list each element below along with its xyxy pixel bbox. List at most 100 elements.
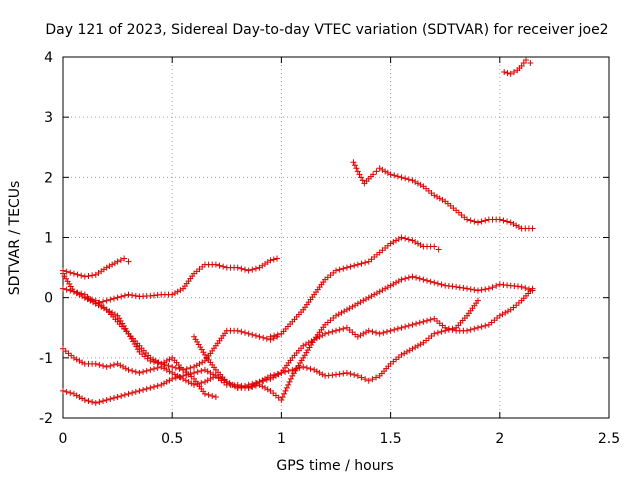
data-point: [518, 63, 525, 70]
data-point: [180, 372, 187, 379]
data-point-fill: [194, 380, 201, 387]
data-point: [507, 70, 514, 77]
data-point: [333, 327, 339, 334]
data-point-fill: [238, 265, 245, 272]
data-point: [92, 360, 99, 367]
data-point-fill: [165, 362, 172, 369]
series-s1: [60, 255, 132, 280]
data-point: [70, 390, 77, 397]
data-point-fill: [111, 260, 118, 267]
data-point-fill: [274, 370, 281, 377]
y-tick-label: -1: [39, 351, 53, 367]
data-point-fill: [74, 271, 81, 278]
data-point-fill: [478, 286, 485, 293]
data-point-fill: [394, 325, 401, 332]
data-point-fill: [163, 378, 170, 385]
data-point: [343, 306, 350, 313]
data-point-fill: [79, 359, 86, 366]
data-point-fill: [282, 387, 289, 394]
data-point-fill: [405, 322, 412, 329]
data-point: [333, 267, 339, 274]
data-point-fill: [96, 398, 103, 405]
data-point: [354, 168, 361, 175]
data-point-fill: [207, 375, 214, 382]
data-point: [201, 390, 208, 397]
data-point: [485, 285, 492, 292]
data-point: [103, 396, 110, 403]
data-point-fill: [373, 290, 380, 297]
data-point: [354, 372, 361, 379]
data-point: [350, 159, 357, 166]
data-point-fill: [427, 316, 434, 323]
data-point-fill: [196, 360, 203, 367]
data-point-fill: [515, 223, 522, 230]
data-point: [212, 393, 219, 400]
data-point: [234, 327, 241, 334]
data-point: [409, 321, 416, 328]
data-point: [527, 60, 534, 67]
data-point-fill: [204, 368, 211, 375]
data-point-fill: [402, 175, 409, 182]
data-point-fill: [166, 377, 173, 384]
data-point-fill: [132, 292, 139, 299]
data-point: [81, 294, 88, 301]
data-point: [125, 366, 132, 373]
data-point: [201, 378, 208, 385]
data-point-fill: [391, 326, 398, 333]
data-point: [409, 273, 416, 280]
series-s8: [267, 234, 442, 340]
data-point-fill: [198, 379, 205, 386]
data-point-fill: [478, 218, 485, 225]
data-point-fill: [63, 388, 70, 395]
data-point-fill: [252, 332, 259, 339]
data-point-fill: [319, 371, 326, 378]
data-point-fill: [107, 296, 114, 303]
y-tick-label: 3: [44, 110, 53, 126]
data-point-fill: [281, 390, 288, 397]
data-point-fill: [417, 341, 424, 348]
series-s3: [60, 270, 219, 400]
data-point: [370, 171, 377, 178]
data-point: [201, 366, 208, 373]
data-point: [529, 287, 536, 294]
data-point: [507, 219, 514, 226]
data-point-fill: [172, 364, 179, 371]
data-point-fill: [414, 240, 421, 247]
y-tick-label: 0: [44, 291, 53, 307]
data-point: [387, 171, 394, 178]
data-point-fill: [460, 285, 467, 292]
data-point: [60, 387, 66, 394]
data-point-fill: [413, 274, 420, 281]
data-point-fill: [384, 169, 391, 176]
data-point: [376, 330, 383, 337]
data-point: [114, 258, 121, 265]
data-point-fill: [155, 359, 162, 366]
x-axis-label: GPS time / hours: [276, 458, 393, 474]
data-point: [191, 369, 198, 376]
data-point-fill: [358, 174, 365, 181]
data-point-fill: [499, 311, 506, 318]
data-point: [212, 261, 219, 268]
data-point-fill: [449, 326, 456, 333]
data-point-fill: [76, 393, 83, 400]
data-point: [267, 372, 274, 379]
data-point-fill: [67, 389, 74, 396]
data-point-fill: [199, 359, 206, 366]
data-point-fill: [347, 263, 354, 270]
data-point-fill: [351, 262, 358, 269]
data-point-fill: [132, 388, 139, 395]
data-point-fill: [402, 275, 409, 282]
data-point-fill: [402, 323, 409, 330]
data-point-fill: [67, 269, 74, 276]
series-s2: [60, 255, 281, 307]
data-point-fill: [313, 335, 320, 342]
data-point-fill: [368, 293, 375, 300]
data-point-fill: [249, 383, 256, 390]
data-point-fill: [438, 281, 445, 288]
data-point: [474, 219, 481, 226]
data-point-fill: [238, 328, 245, 335]
data-point-fill: [100, 298, 107, 305]
data-point-fill: [271, 371, 278, 378]
data-point: [125, 390, 132, 397]
data-point: [474, 297, 481, 304]
